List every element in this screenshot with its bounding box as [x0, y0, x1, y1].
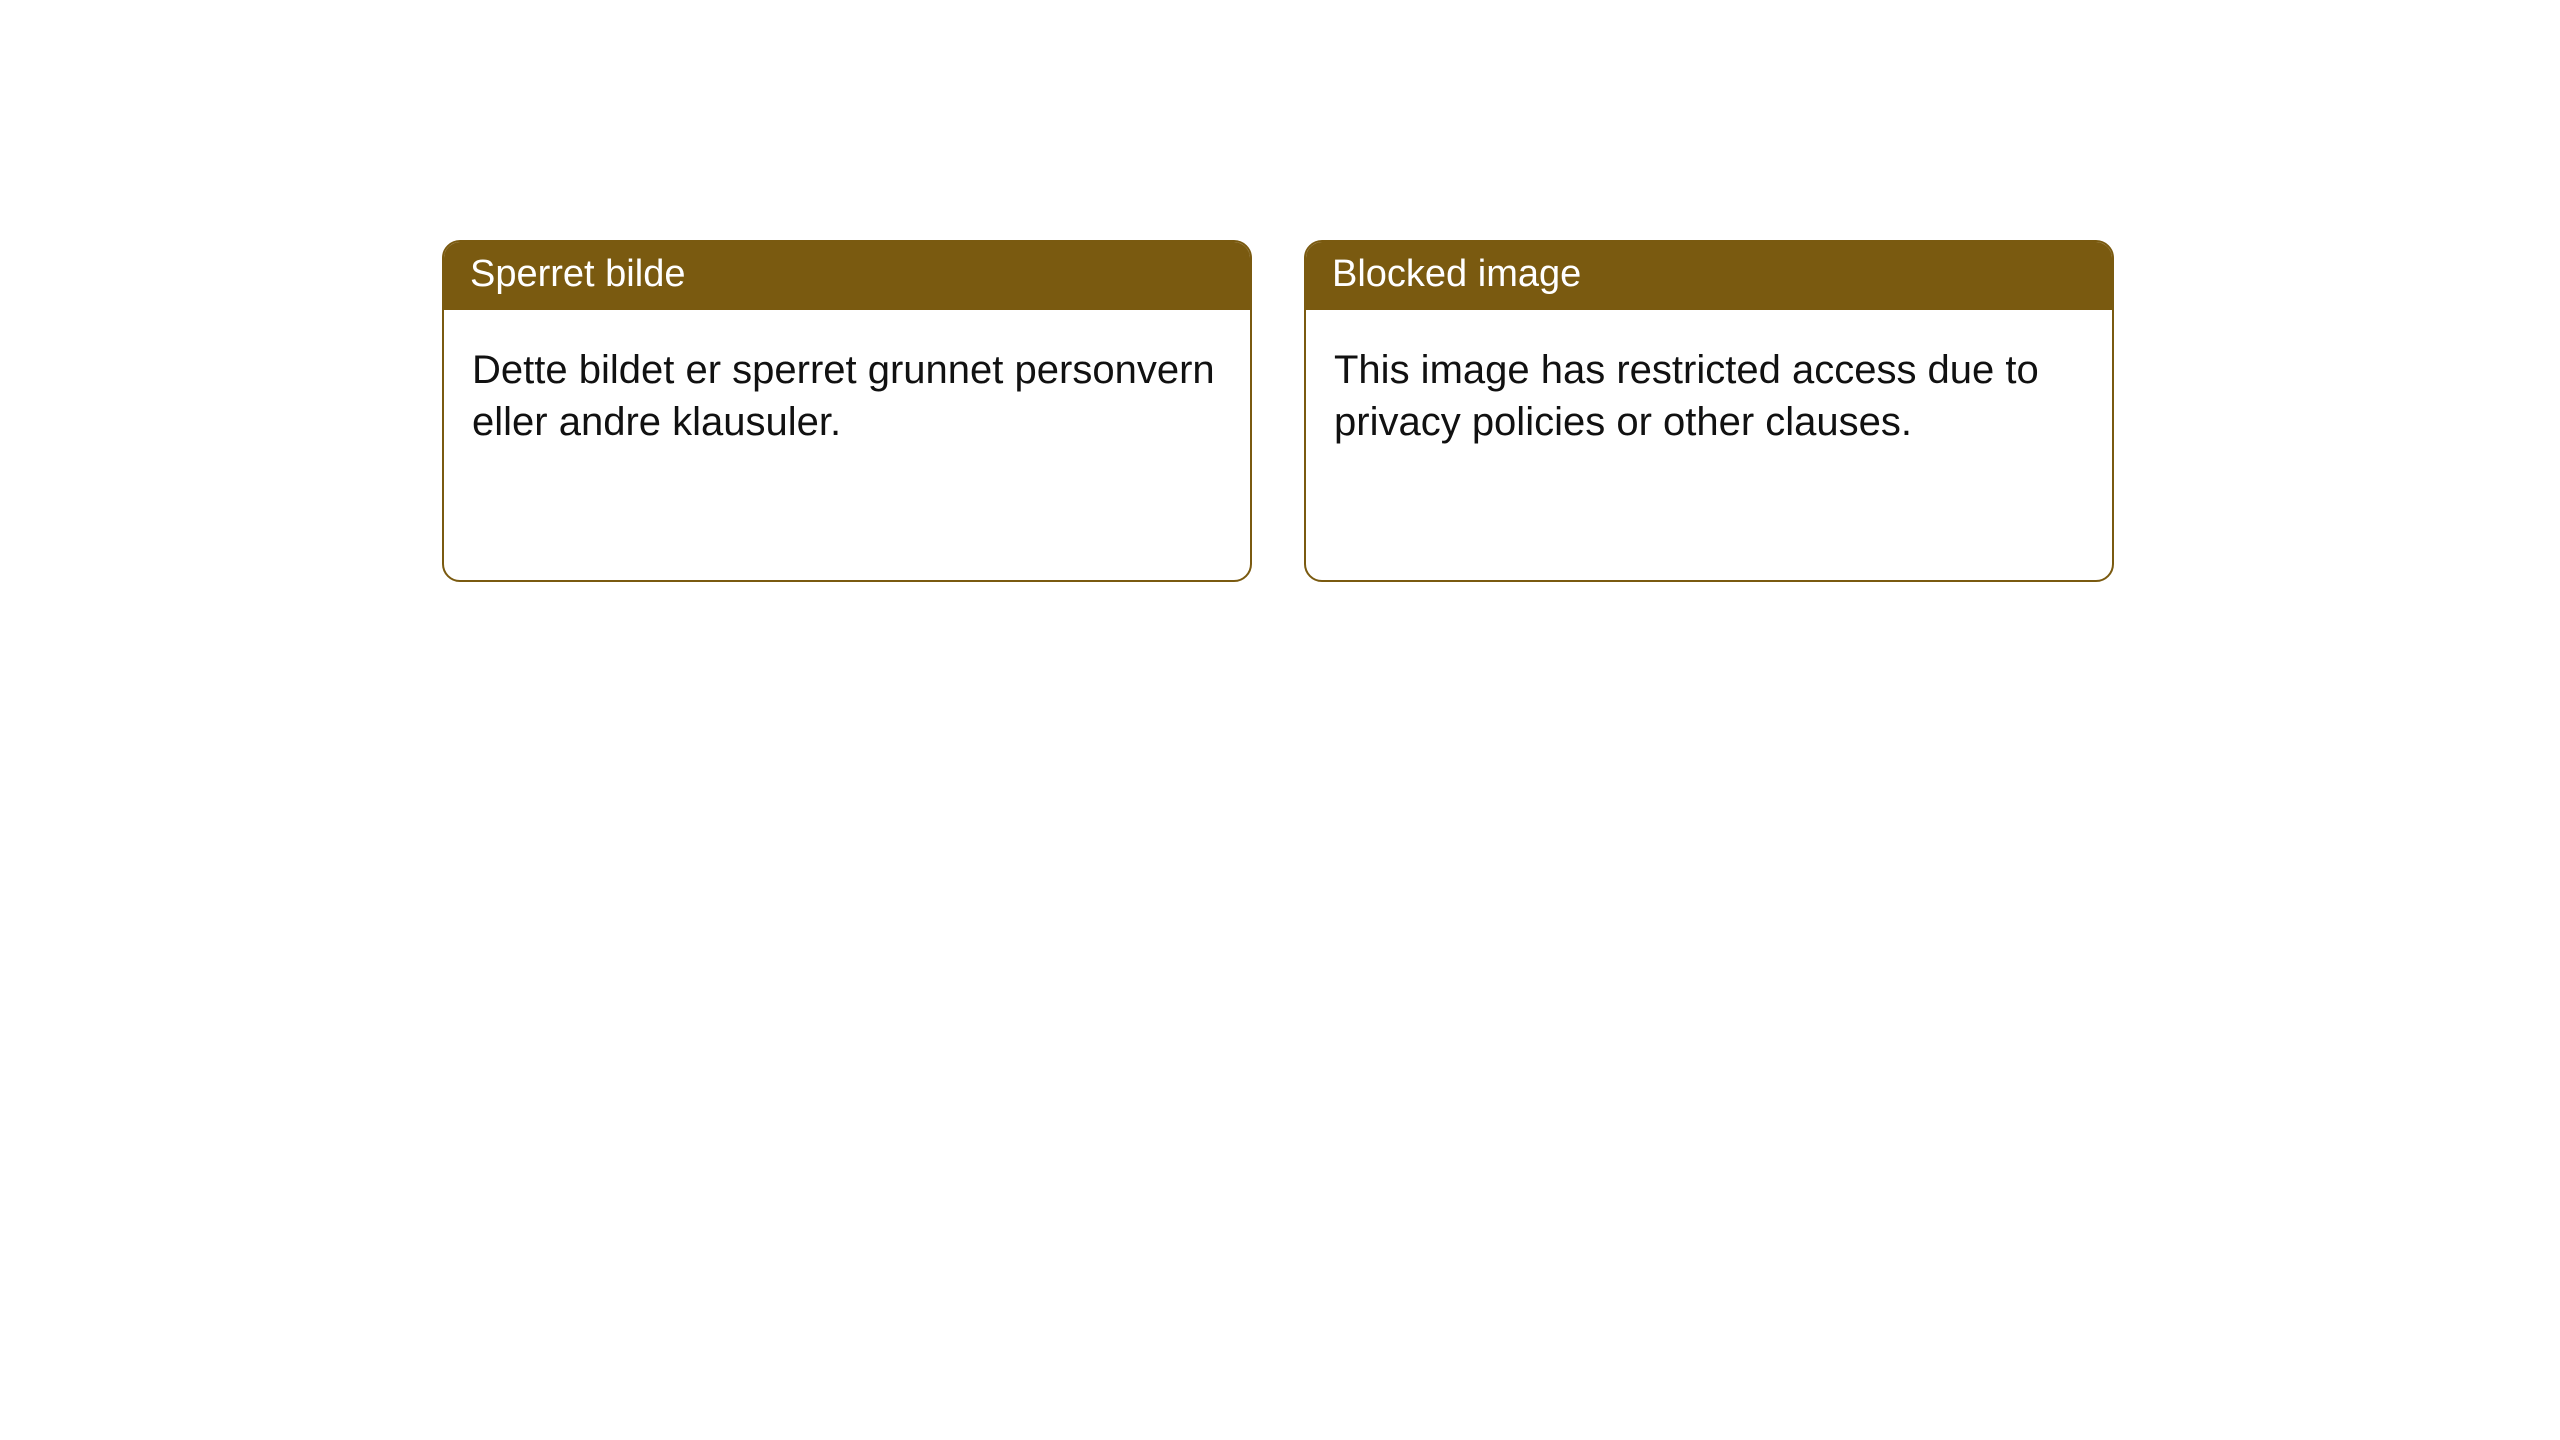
notice-title-no: Sperret bilde	[444, 242, 1250, 310]
notice-container: Sperret bilde Dette bildet er sperret gr…	[0, 0, 2560, 582]
notice-card-no: Sperret bilde Dette bildet er sperret gr…	[442, 240, 1252, 582]
notice-card-en: Blocked image This image has restricted …	[1304, 240, 2114, 582]
notice-title-en: Blocked image	[1306, 242, 2112, 310]
notice-body-en: This image has restricted access due to …	[1306, 310, 2112, 580]
notice-body-no: Dette bildet er sperret grunnet personve…	[444, 310, 1250, 580]
